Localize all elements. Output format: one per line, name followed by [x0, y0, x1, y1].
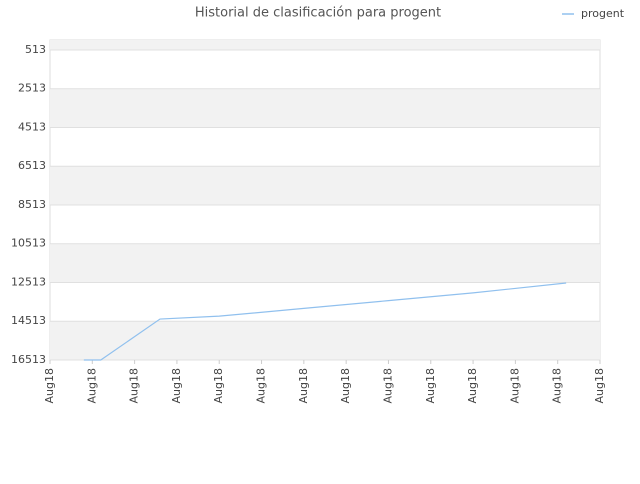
x-tick-label: Aug18 — [43, 368, 56, 403]
x-tick-label: Aug18 — [508, 368, 521, 403]
y-tick-label: 4513 — [18, 120, 46, 133]
x-tick-label: Aug18 — [255, 368, 268, 403]
grid-band — [50, 88, 600, 128]
y-tick-label: 14513 — [11, 314, 46, 327]
y-tick-label: 2513 — [18, 82, 46, 95]
x-tick-label: Aug18 — [170, 368, 183, 403]
y-tick-label: 513 — [25, 43, 46, 56]
x-tick-label: Aug18 — [466, 368, 479, 403]
y-tick-label: 12513 — [11, 275, 46, 288]
grid-band — [50, 321, 600, 360]
y-tick-label: 16513 — [11, 353, 46, 366]
x-tick-label: Aug18 — [85, 368, 98, 403]
x-tick-label: Aug18 — [339, 368, 352, 403]
x-tick-label: Aug18 — [128, 368, 141, 403]
y-tick-label: 8513 — [18, 198, 46, 211]
chart-title: Historial de clasificación para progent — [195, 6, 441, 21]
x-tick-label: Aug18 — [593, 368, 606, 403]
x-tick-label: Aug18 — [551, 368, 564, 403]
grid-band — [50, 243, 600, 283]
grid-band — [50, 166, 600, 205]
series-line — [83, 282, 567, 361]
x-tick-label: Aug18 — [212, 368, 225, 403]
y-tick-label: 10513 — [11, 237, 46, 250]
x-tick-label: Aug18 — [381, 368, 394, 403]
grid-band — [50, 40, 600, 50]
y-tick-label: 6513 — [18, 159, 46, 172]
x-tick-label: Aug18 — [424, 368, 437, 403]
legend-label: progent — [581, 7, 625, 20]
x-tick-label: Aug18 — [297, 368, 310, 403]
